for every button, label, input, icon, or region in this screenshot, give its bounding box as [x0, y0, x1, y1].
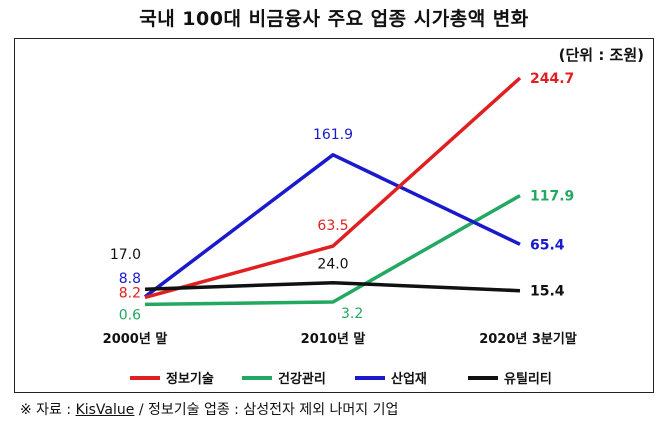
data-label-3-1: 8.8 — [119, 271, 141, 287]
series-line-1 — [144, 76, 522, 300]
data-label-4-3: 15.4 — [530, 284, 565, 300]
unit-label: (단위 : 조원) — [558, 46, 644, 64]
legend-label-1: 정보기술 — [166, 371, 214, 387]
footnote-prefix: ※ 자료 : — [20, 402, 76, 418]
data-label-2-1: 0.6 — [119, 307, 141, 323]
x-tick-label-2: 2010년 말 — [301, 332, 366, 347]
data-label-1-2: 63.5 — [317, 218, 348, 234]
x-tick-label-1: 2000년 말 — [103, 332, 168, 347]
data-label-4-1: 17.0 — [110, 247, 141, 263]
footnote: ※ 자료 : KisValue / 정보기술 업종 : 삼성전자 제외 나머지 … — [20, 399, 398, 419]
series-line-3 — [143, 153, 521, 299]
footnote-source: KisValue — [75, 402, 135, 418]
data-label-2-3: 117.9 — [530, 189, 574, 205]
x-tick-label-3: 2020년 3분기말 — [479, 332, 577, 347]
data-label-2-2: 3.2 — [341, 306, 363, 322]
legend-label-4: 유틸리티 — [504, 371, 552, 387]
data-label-1-1: 8.2 — [119, 285, 141, 301]
data-label-3-2: 161.9 — [313, 127, 353, 143]
legend-label-3: 산업재 — [391, 371, 427, 387]
data-label-3-3: 65.4 — [530, 237, 565, 253]
data-label-1-3: 244.7 — [530, 71, 574, 87]
footnote-rest: / 정보기술 업종 : 삼성전자 제외 나머지 기업 — [134, 402, 399, 418]
series-line-2 — [144, 194, 521, 307]
chart-title: 국내 100대 비금융사 주요 업종 시가총액 변화 — [139, 8, 529, 30]
legend-label-2: 건강관리 — [278, 371, 326, 387]
data-label-4-2: 24.0 — [317, 257, 348, 273]
series-line-4 — [144, 280, 521, 293]
chart-frame — [14, 38, 654, 393]
